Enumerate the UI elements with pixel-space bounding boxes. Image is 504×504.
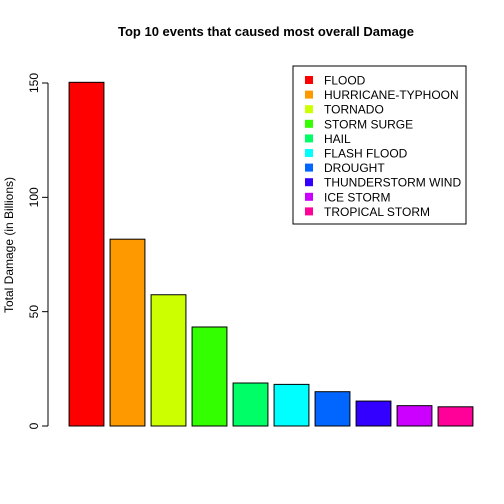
legend-swatch <box>305 120 313 128</box>
legend-label: ICE STORM <box>324 190 390 204</box>
legend-swatch <box>305 134 313 142</box>
legend-label: TROPICAL STORM <box>324 205 430 219</box>
legend-label: TORNADO <box>324 103 384 117</box>
y-tick-label: 150 <box>27 73 41 93</box>
legend-label: HAIL <box>324 132 351 146</box>
legend-swatch <box>305 149 313 157</box>
bar-drought <box>315 392 350 426</box>
legend-swatch <box>305 164 313 172</box>
bar-flood <box>69 82 104 426</box>
legend-label: FLASH FLOOD <box>324 147 408 161</box>
bar-storm-surge <box>192 327 227 426</box>
chart-title: Top 10 events that caused most overall D… <box>118 24 414 39</box>
legend-swatch <box>305 178 313 186</box>
legend-label: DROUGHT <box>324 161 385 175</box>
legend-label: THUNDERSTORM WIND <box>324 176 461 190</box>
y-axis: 0 50 100 150 <box>27 73 48 430</box>
bar-hurricane-typhoon <box>110 239 145 426</box>
bar-thunderstorm-wind <box>356 401 391 426</box>
legend-label: FLOOD <box>324 74 366 88</box>
legend-swatch <box>305 193 313 201</box>
legend-swatch <box>305 76 313 84</box>
bar-tropical-storm <box>438 407 473 426</box>
y-tick-label: 0 <box>27 422 41 429</box>
legend-swatch <box>305 91 313 99</box>
bar-flash-flood <box>274 384 309 426</box>
y-tick-label: 100 <box>27 187 41 207</box>
legend-swatch <box>305 105 313 113</box>
legend-label: HURRICANE-TYPHOON <box>324 88 459 102</box>
bar-tornado <box>151 295 186 426</box>
y-axis-title: Total Damage (in Billions) <box>2 177 16 313</box>
legend-swatch <box>305 207 313 215</box>
bar-hail <box>233 383 268 426</box>
bar-ice-storm <box>397 406 432 426</box>
legend-label: STORM SURGE <box>324 117 413 131</box>
y-tick-label: 50 <box>27 305 41 319</box>
